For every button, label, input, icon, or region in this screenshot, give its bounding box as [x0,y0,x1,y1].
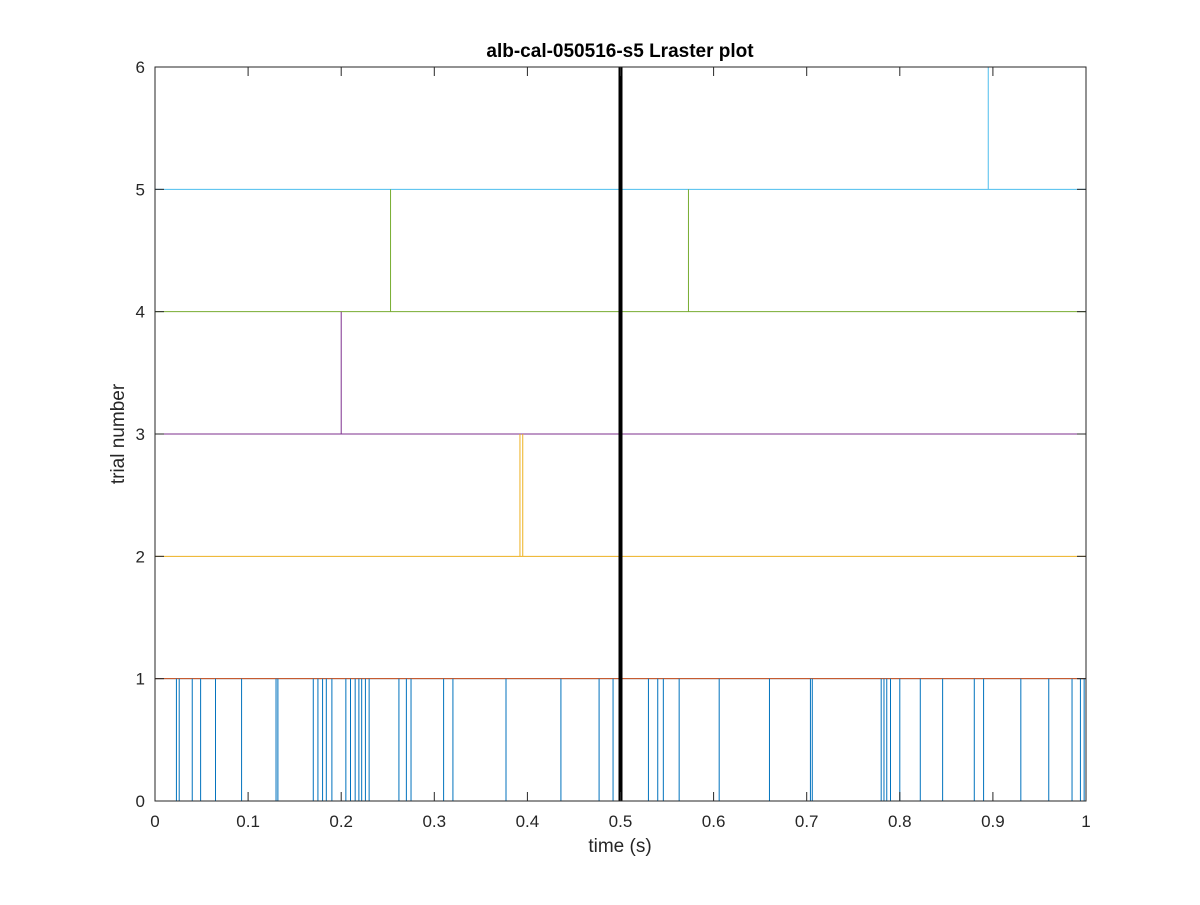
x-tick-label: 0.6 [702,812,726,831]
axes: 0 0.1 0.2 0.3 0.4 0.5 0.6 0.7 0.8 0.9 1 0 1 2 3 4 5 6 [136,58,1091,831]
y-tick-label: 6 [136,58,145,77]
x-tick-label: 0.1 [236,812,260,831]
x-tick-label: 0.7 [795,812,819,831]
x-tick-label: 0 [150,812,159,831]
x-tick-label: 0.8 [888,812,912,831]
y-axis-label: trial number [108,383,129,484]
y-tick-label: 2 [136,547,145,566]
y-tick-label: 4 [136,303,145,322]
chart-title: alb-cal-050516-s5 Lraster plot [486,41,754,62]
y-tick-label: 5 [136,180,145,199]
x-tick-label: 0.9 [981,812,1005,831]
x-tick-label: 0.5 [609,812,633,831]
y-tick-label: 0 [136,792,145,811]
y-tick-label: 1 [136,670,145,689]
x-tick-label: 0.4 [516,812,540,831]
x-tick-label: 0.3 [422,812,446,831]
x-axis-label: time (s) [588,836,651,857]
x-tick-label: 0.2 [329,812,353,831]
plot-area [155,67,1086,801]
x-tick-label: 1 [1081,812,1090,831]
y-tick-label: 3 [136,425,145,444]
